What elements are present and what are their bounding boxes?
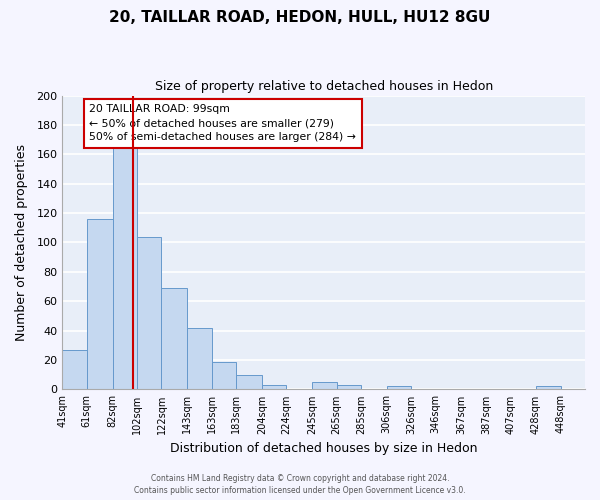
- Bar: [312, 382, 337, 390]
- X-axis label: Distribution of detached houses by size in Hedon: Distribution of detached houses by size …: [170, 442, 478, 455]
- Text: 20 TAILLAR ROAD: 99sqm
← 50% of detached houses are smaller (279)
50% of semi-de: 20 TAILLAR ROAD: 99sqm ← 50% of detached…: [89, 104, 356, 142]
- Text: 20, TAILLAR ROAD, HEDON, HULL, HU12 8GU: 20, TAILLAR ROAD, HEDON, HULL, HU12 8GU: [109, 10, 491, 25]
- Bar: [386, 386, 411, 390]
- Bar: [161, 288, 187, 390]
- Bar: [62, 350, 87, 390]
- Bar: [137, 236, 161, 390]
- Bar: [212, 362, 236, 390]
- Bar: [337, 385, 361, 390]
- Bar: [113, 148, 137, 390]
- Bar: [536, 386, 560, 390]
- Bar: [187, 328, 212, 390]
- Bar: [236, 374, 262, 390]
- Bar: [87, 219, 113, 390]
- Y-axis label: Number of detached properties: Number of detached properties: [15, 144, 28, 341]
- Bar: [262, 385, 286, 390]
- Text: Contains HM Land Registry data © Crown copyright and database right 2024.
Contai: Contains HM Land Registry data © Crown c…: [134, 474, 466, 495]
- Title: Size of property relative to detached houses in Hedon: Size of property relative to detached ho…: [155, 80, 493, 93]
